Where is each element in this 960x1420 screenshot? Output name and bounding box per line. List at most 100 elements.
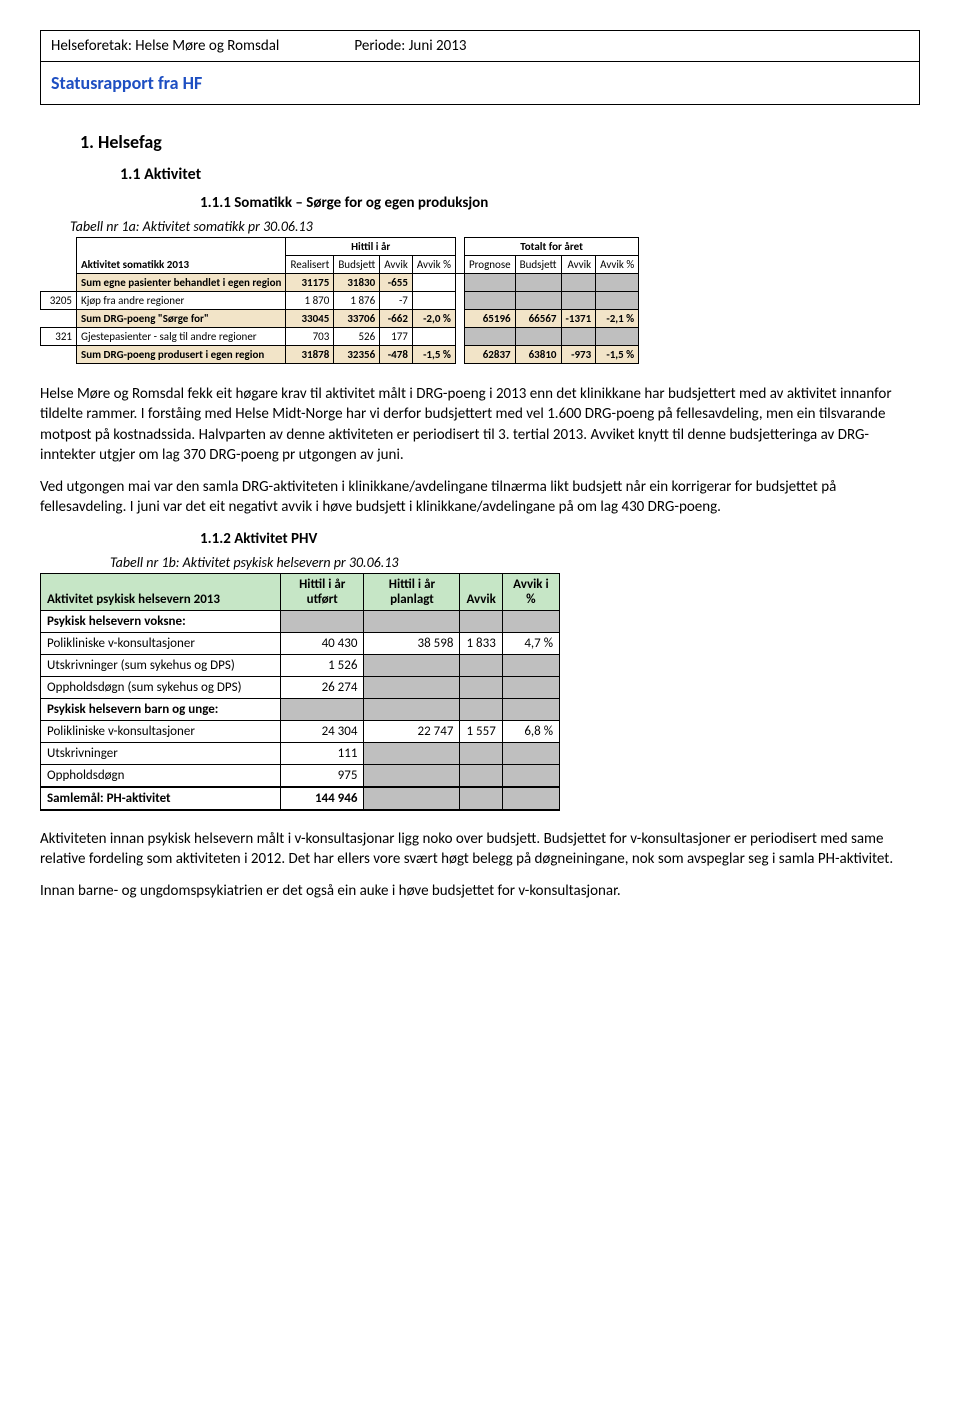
cell xyxy=(561,292,596,310)
row-label: Polikliniske v-konsultasjoner xyxy=(41,632,281,654)
cell xyxy=(460,764,502,787)
row-label: Utskrivninger xyxy=(41,742,281,764)
cell: -2,1 % xyxy=(596,310,639,328)
cell: 526 xyxy=(334,328,380,346)
cell xyxy=(281,698,364,720)
col-prognose: Prognose xyxy=(464,256,515,274)
table-row: Utskrivninger111 xyxy=(41,742,560,764)
row-label: Polikliniske v-konsultasjoner xyxy=(41,720,281,742)
table-row: Oppholdsdøgn (sum sykehus og DPS)26 274 xyxy=(41,676,560,698)
cell xyxy=(364,676,460,698)
cell xyxy=(502,654,559,676)
cell: 31830 xyxy=(334,274,380,292)
cell xyxy=(364,742,460,764)
table-row: Polikliniske v-konsultasjoner40 43038 59… xyxy=(41,632,560,654)
cell: 32356 xyxy=(334,346,380,364)
table-row: Oppholdsdøgn975 xyxy=(41,764,560,787)
cell xyxy=(502,787,559,810)
row-label: Gjestepasienter - salg til andre regione… xyxy=(77,328,286,346)
cell: -1,5 % xyxy=(412,346,455,364)
table-row: Samlemål: PH-aktivitet144 946 xyxy=(41,787,560,810)
cell xyxy=(515,292,561,310)
section-1-heading: 1. Helsefag xyxy=(80,131,920,153)
cell xyxy=(596,274,639,292)
cell: 1 526 xyxy=(281,654,364,676)
table-row: Utskrivninger (sum sykehus og DPS)1 526 xyxy=(41,654,560,676)
cell: 63810 xyxy=(515,346,561,364)
cell: -478 xyxy=(380,346,413,364)
table-row: Sum DRG-poeng produsert i egen region318… xyxy=(41,346,639,364)
table-row: 3205Kjøp fra andre regioner1 8701 876-7 xyxy=(41,292,639,310)
paragraph-1: Helse Møre og Romsdal fekk eit høgare kr… xyxy=(40,384,920,465)
cell xyxy=(364,787,460,810)
cell: 38 598 xyxy=(364,632,460,654)
cell xyxy=(561,328,596,346)
cell: 65196 xyxy=(464,310,515,328)
cell xyxy=(464,328,515,346)
table-row: Sum egne pasienter behandlet i egen regi… xyxy=(41,274,639,292)
table-row: Psykisk helsevern voksne: xyxy=(41,610,560,632)
cell: 111 xyxy=(281,742,364,764)
cell: 24 304 xyxy=(281,720,364,742)
cell: 177 xyxy=(380,328,413,346)
cell: -7 xyxy=(380,292,413,310)
cell xyxy=(412,274,455,292)
t2-col-4: Avvik i % xyxy=(502,573,559,610)
col-avvik2: Avvik xyxy=(561,256,596,274)
cell: 40 430 xyxy=(281,632,364,654)
company-label: Helseforetak: Helse Møre og Romsdal xyxy=(51,37,351,55)
section-1-1-heading: 1.1 Aktivitet xyxy=(120,165,920,184)
paragraph-3: Aktiviteten innan psykisk helsevern målt… xyxy=(40,829,920,870)
cell xyxy=(460,610,502,632)
row-code xyxy=(41,346,77,364)
row-label: Kjøp fra andre regioner xyxy=(77,292,286,310)
section-1-1-2-heading: 1.1.2 Aktivitet PHV xyxy=(200,530,920,548)
t2-col-0: Aktivitet psykisk helsevern 2013 xyxy=(41,573,281,610)
cell: 1 870 xyxy=(286,292,334,310)
row-code xyxy=(41,310,77,328)
cell: 31175 xyxy=(286,274,334,292)
cell: 703 xyxy=(286,328,334,346)
cell: 26 274 xyxy=(281,676,364,698)
table-1a-title: Aktivitet somatikk 2013 xyxy=(77,256,286,274)
t2-col-2: Hittil i år planlagt xyxy=(364,573,460,610)
t2-col-1: Hittil i år utført xyxy=(281,573,364,610)
table-1a-caption: Tabell nr 1a: Aktivitet somatikk pr 30.0… xyxy=(70,218,920,235)
cell: 31878 xyxy=(286,346,334,364)
row-label: Samlemål: PH-aktivitet xyxy=(41,787,281,810)
row-label: Oppholdsdøgn (sum sykehus og DPS) xyxy=(41,676,281,698)
cell xyxy=(561,274,596,292)
cell xyxy=(502,742,559,764)
cell xyxy=(464,292,515,310)
cell xyxy=(460,654,502,676)
cell xyxy=(364,764,460,787)
col-group-hittil: Hittil i år xyxy=(286,238,455,256)
row-label: Sum DRG-poeng produsert i egen region xyxy=(77,346,286,364)
cell xyxy=(502,610,559,632)
table-1b: Aktivitet psykisk helsevern 2013 Hittil … xyxy=(40,573,560,811)
table-1a: Hittil i år Totalt for året Aktivitet so… xyxy=(40,237,639,364)
cell xyxy=(502,676,559,698)
cell xyxy=(596,328,639,346)
row-label: Psykisk helsevern barn og unge: xyxy=(41,698,281,720)
col-budsjett: Budsjett xyxy=(334,256,380,274)
table-row: Polikliniske v-konsultasjoner24 30422 74… xyxy=(41,720,560,742)
table-row: Psykisk helsevern barn og unge: xyxy=(41,698,560,720)
col-avvik: Avvik xyxy=(380,256,413,274)
cell: 975 xyxy=(281,764,364,787)
cell: 6,8 % xyxy=(502,720,559,742)
cell xyxy=(460,698,502,720)
row-label: Sum egne pasienter behandlet i egen regi… xyxy=(77,274,286,292)
cell: 62837 xyxy=(464,346,515,364)
col-avvik-pct2: Avvik % xyxy=(596,256,639,274)
paragraph-2: Ved utgongen mai var den samla DRG-aktiv… xyxy=(40,477,920,518)
row-label: Psykisk helsevern voksne: xyxy=(41,610,281,632)
cell: -1,5 % xyxy=(596,346,639,364)
cell: 1 833 xyxy=(460,632,502,654)
cell xyxy=(364,654,460,676)
col-group-totalt: Totalt for året xyxy=(464,238,638,256)
cell: -973 xyxy=(561,346,596,364)
cell: -1371 xyxy=(561,310,596,328)
cell xyxy=(460,742,502,764)
cell xyxy=(364,698,460,720)
